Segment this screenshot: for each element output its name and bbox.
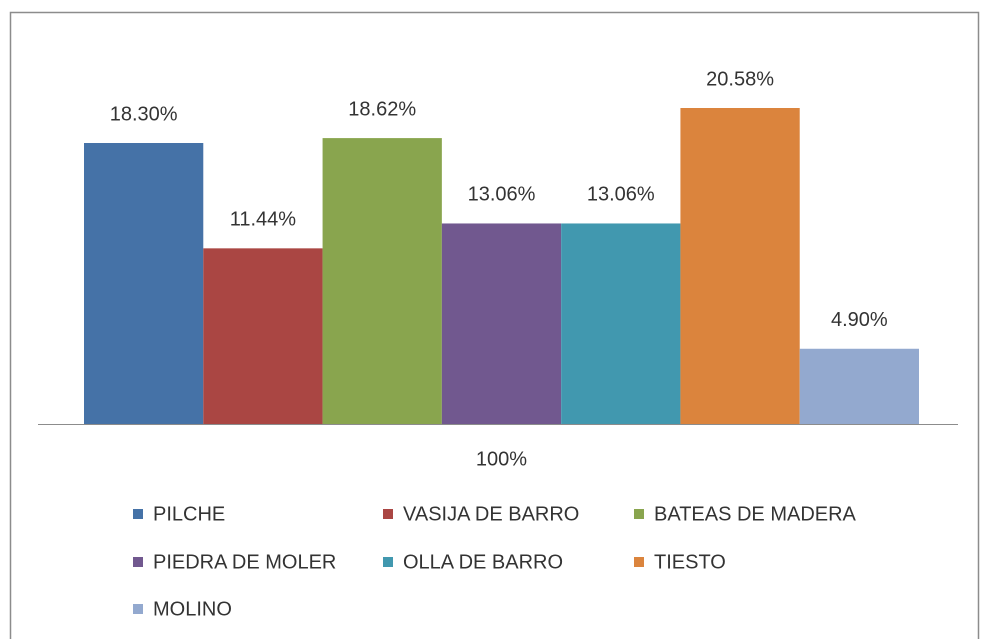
data-label: 18.30% <box>110 103 178 125</box>
legend-marker <box>133 557 143 567</box>
bar <box>441 223 562 424</box>
data-label: 4.90% <box>831 309 888 331</box>
legend-marker <box>133 604 143 614</box>
legend-label: TIESTO <box>654 551 726 573</box>
legend-label: OLLA DE BARRO <box>403 551 563 573</box>
bar <box>799 348 919 424</box>
legend-label: PILCHE <box>153 503 225 525</box>
bar <box>84 143 204 425</box>
legend-marker <box>133 509 143 519</box>
bar <box>203 248 323 424</box>
legend-marker <box>634 557 644 567</box>
legend-label: VASIJA DE BARRO <box>403 503 579 525</box>
legend-marker <box>383 557 393 567</box>
legend-marker <box>383 509 393 519</box>
bar <box>680 108 800 424</box>
data-label: 13.06% <box>468 184 536 206</box>
legend-label: BATEAS DE MADERA <box>654 503 857 525</box>
x-tick-label: 100% <box>476 448 527 470</box>
data-label: 18.62% <box>348 98 416 120</box>
legend-label: PIEDRA DE MOLER <box>153 551 336 573</box>
legend-marker <box>634 509 644 519</box>
data-label: 20.58% <box>706 68 774 90</box>
bar <box>322 138 442 424</box>
legend-label: MOLINO <box>153 598 232 620</box>
data-label: 11.44% <box>230 209 297 231</box>
bar <box>561 223 681 424</box>
data-label: 13.06% <box>587 184 655 206</box>
